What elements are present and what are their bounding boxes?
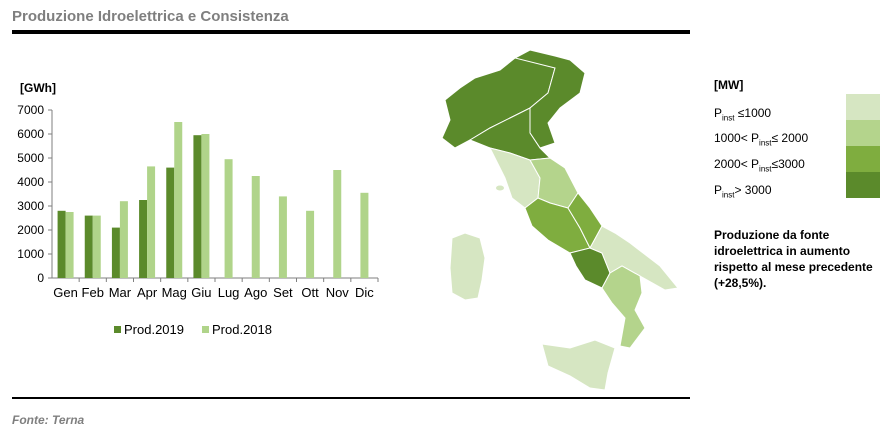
production-note: Produzione da fonte idroelettrica in aum… (714, 228, 873, 290)
footer-rule (12, 397, 690, 399)
map-legend-item-3: 2000< Pinst≤3000 (714, 157, 805, 174)
x-tick-label: Dic (355, 285, 374, 300)
bar-prod2018 (333, 170, 342, 278)
map-legend-swatch-4 (846, 172, 880, 198)
bar-prod2018 (119, 201, 128, 278)
bar-prod2018 (65, 212, 74, 278)
bar-prod2018 (201, 134, 210, 278)
page-title: Produzione Idroelettrica e Consistenza (12, 8, 289, 25)
y-tick-label: 6000 (17, 127, 44, 141)
title-rule (12, 30, 690, 34)
y-tick-label: 0 (37, 271, 44, 285)
map-region-basilicata-calabria (601, 265, 646, 349)
y-tick-label: 7000 (17, 103, 44, 117)
bar-prod2019 (193, 135, 202, 278)
legend-label-2019: Prod.2019 (124, 322, 184, 337)
y-tick-label: 1000 (17, 247, 44, 261)
map-region-north-east (513, 49, 586, 149)
x-tick-label: Lug (218, 285, 240, 300)
x-tick-label: Gen (53, 285, 78, 300)
legend-prod-2018: Prod.2018 (202, 322, 272, 337)
bar-prod2018 (251, 176, 260, 278)
y-axis-label: [GWh] (20, 81, 56, 95)
map-region-sardinia (449, 232, 486, 301)
x-tick-label: Set (273, 285, 293, 300)
x-tick-label: Apr (137, 285, 158, 300)
map-region-apulia (589, 225, 679, 291)
bar-prod2018 (147, 166, 156, 278)
x-tick-label: Ago (244, 285, 267, 300)
x-tick-label: Nov (326, 285, 350, 300)
bar-prod2019 (84, 215, 93, 278)
y-tick-label: 2000 (17, 223, 44, 237)
bar-prod2018 (360, 192, 369, 278)
bar-prod2019 (111, 227, 120, 278)
map-legend-unit: [MW] (714, 78, 744, 92)
bar-prod2018 (278, 196, 287, 278)
legend-prod-2019: Prod.2019 (114, 322, 184, 337)
legend-label-2018: Prod.2018 (212, 322, 272, 337)
bar-prod2018 (92, 215, 101, 278)
map-island-elba (496, 185, 504, 191)
y-tick-label: 3000 (17, 199, 44, 213)
x-tick-label: Giu (191, 285, 211, 300)
x-tick-label: Feb (82, 285, 104, 300)
y-tick-label: 4000 (17, 175, 44, 189)
y-tick-label: 5000 (17, 151, 44, 165)
bar-prod2019 (139, 200, 148, 278)
legend-swatch-2018 (202, 326, 209, 333)
bar-prod2018 (224, 159, 233, 278)
map-legend-item-2: 1000< Pinst≤ 2000 (714, 131, 809, 148)
map-legend-swatch-1 (846, 94, 880, 120)
x-tick-label: Mag (162, 285, 187, 300)
x-tick-label: Mar (109, 285, 132, 300)
bar-prod2018 (174, 122, 183, 278)
production-bar-chart: [GWh] 0 1000 2000 3000 4000 5000 6000 7000 Gen Feb… (17, 81, 379, 300)
map-legend-swatch-3 (846, 146, 880, 172)
map-legend-swatch-2 (846, 120, 880, 146)
source-note: Fonte: Terna (12, 413, 85, 427)
bar-prod2018 (306, 210, 315, 278)
legend-swatch-2019 (114, 326, 121, 333)
x-tick-label: Ott (301, 285, 319, 300)
map-legend-item-1: Pinst ≤1000 (714, 106, 772, 123)
bar-prod2019 (57, 210, 66, 278)
italy-regions-map (441, 49, 679, 391)
bar-prod2019 (166, 167, 175, 278)
map-legend-item-4: Pinst> 3000 (714, 183, 772, 200)
map-region-sicily (541, 339, 616, 391)
